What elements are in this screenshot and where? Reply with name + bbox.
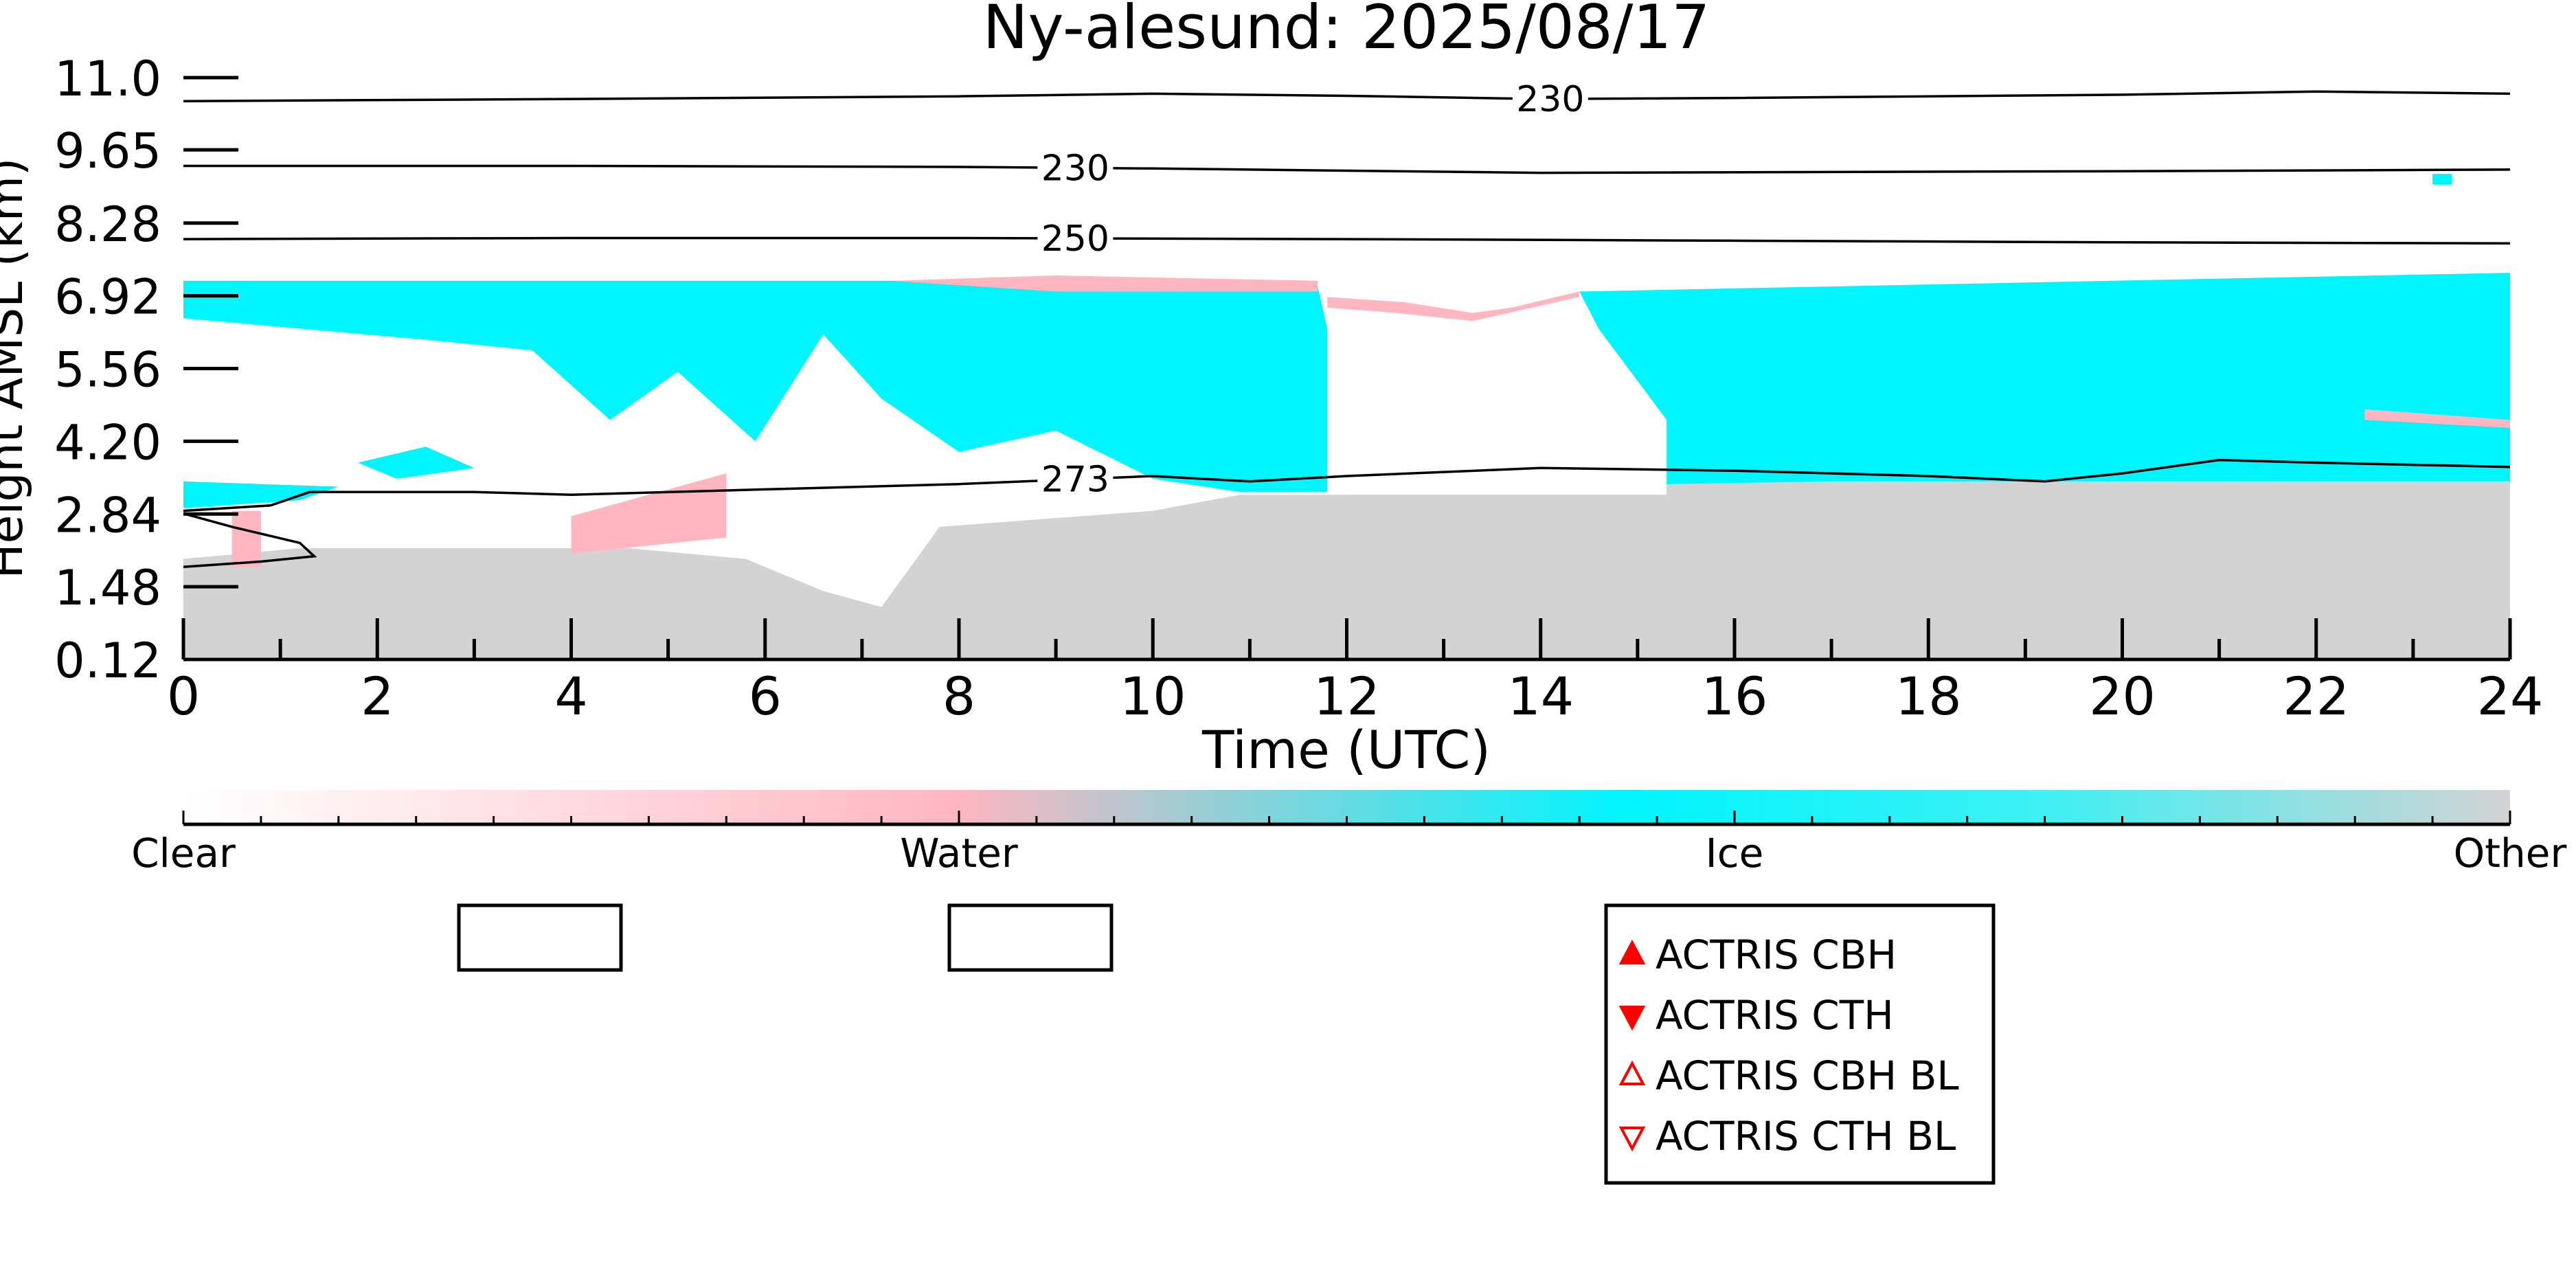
x-tick-label-16: 16	[1702, 666, 1768, 727]
legend: ACTRIS CBH ACTRIS CTH ACTRIS CBH BL ACTRIS …	[1604, 903, 1996, 1185]
x-tick-label-18: 18	[1895, 666, 1962, 727]
region-ice-4	[183, 481, 339, 508]
legend-label-3: ACTRIS CTH BL	[1656, 1113, 1956, 1160]
empty-legend-box-1	[457, 903, 623, 972]
x-tick-label-12: 12	[1313, 666, 1380, 727]
y-tick-label-2.84: 2.84	[54, 487, 161, 543]
colorbar-ticks: Clear Water Ice Other	[131, 811, 2566, 877]
contour-label-bg-2	[1037, 218, 1114, 257]
y-tick-label-6.92: 6.92	[54, 269, 161, 326]
y-axis-label: Height AMSL (km)	[0, 158, 34, 579]
legend-marker-1	[1618, 1006, 1646, 1031]
region-ice-5	[358, 447, 475, 479]
chart-title: Ny-alesund: 2025/08/17	[983, 0, 1710, 63]
contour-line-250-2	[183, 236, 2510, 245]
x-tick-label-6: 6	[749, 666, 782, 727]
contour-label-bg-3	[1037, 458, 1114, 497]
plot-area	[183, 90, 2510, 659]
legend-marker-2	[1618, 1060, 1646, 1085]
y-tick-label-11.0: 11.0	[54, 51, 161, 107]
x-tick-label-14: 14	[1507, 666, 1574, 727]
region-ice-3	[1579, 273, 2510, 484]
contour-line-230-1	[183, 164, 2510, 174]
legend-frame	[1604, 903, 1996, 1185]
temperature-contours	[183, 90, 2510, 569]
x-axis-label: Time (UTC)	[1201, 719, 1491, 780]
y-tick-label-9.65: 9.65	[54, 123, 161, 179]
region-water-6	[891, 275, 1318, 292]
y-tick-label-1.48: 1.48	[54, 560, 161, 616]
x-tick-label-22: 22	[2283, 666, 2349, 727]
axes: 0 2 4 6 8 10 12 14 16 18 20 22 240.121.482.844.205.5…	[54, 51, 2543, 727]
y-tick-label-0.12: 0.12	[54, 633, 161, 689]
region-water-8	[571, 473, 727, 554]
contour-label-bg-0	[1512, 78, 1588, 117]
contour-line-273-3	[183, 458, 2510, 512]
region-other-1	[1346, 495, 1658, 570]
contour-line-unlabeled-4	[183, 512, 317, 569]
colorbar-label-water: Water	[900, 830, 1018, 877]
legend-label-1: ACTRIS CTH	[1656, 992, 1894, 1039]
contour-label-bg-1	[1037, 147, 1114, 186]
contour-label-1: 230	[1041, 148, 1109, 189]
x-tick-label-8: 8	[942, 666, 975, 727]
colorbar: Clear Water Ice Other	[131, 790, 2566, 877]
x-tick-label-10: 10	[1120, 666, 1186, 727]
x-tick-label-4: 4	[554, 666, 587, 727]
y-tick-label-5.56: 5.56	[54, 342, 161, 398]
region-water-7	[1327, 291, 1580, 321]
empty-legend-box-2	[947, 903, 1114, 972]
contour-label-2: 250	[1041, 218, 1109, 260]
region-ice-11	[2432, 174, 2452, 185]
y-tick-label-8.28: 8.28	[54, 196, 161, 253]
contour-line-230-0	[183, 90, 2510, 103]
colorbar-label-clear: Clear	[131, 830, 236, 877]
legend-label-0: ACTRIS CBH	[1656, 931, 1897, 978]
colorbar-label-other: Other	[2454, 830, 2567, 877]
y-tick-label-4.20: 4.20	[54, 414, 161, 471]
colorbar-label-ice: Ice	[1706, 830, 1764, 877]
region-water-10	[231, 510, 261, 567]
contour-label-0: 230	[1516, 79, 1584, 120]
legend-marker-3	[1618, 1127, 1646, 1152]
legend-marker-0	[1618, 939, 1646, 964]
classification-regions	[183, 174, 2510, 659]
region-water-9	[2364, 409, 2510, 428]
x-tick-label-20: 20	[2089, 666, 2156, 727]
contour-label-3: 273	[1041, 460, 1109, 501]
region-ice-2	[183, 280, 1328, 493]
legend-label-2: ACTRIS CBH BL	[1656, 1052, 1959, 1099]
contour-labels: 230 230 250 273	[1037, 78, 1588, 501]
x-tick-label-24: 24	[2477, 666, 2544, 727]
legend-entries: ACTRIS CBH ACTRIS CTH ACTRIS CBH BL ACTRIS …	[1618, 931, 1959, 1160]
x-tick-label-0: 0	[167, 666, 200, 727]
x-tick-label-2: 2	[361, 666, 394, 727]
